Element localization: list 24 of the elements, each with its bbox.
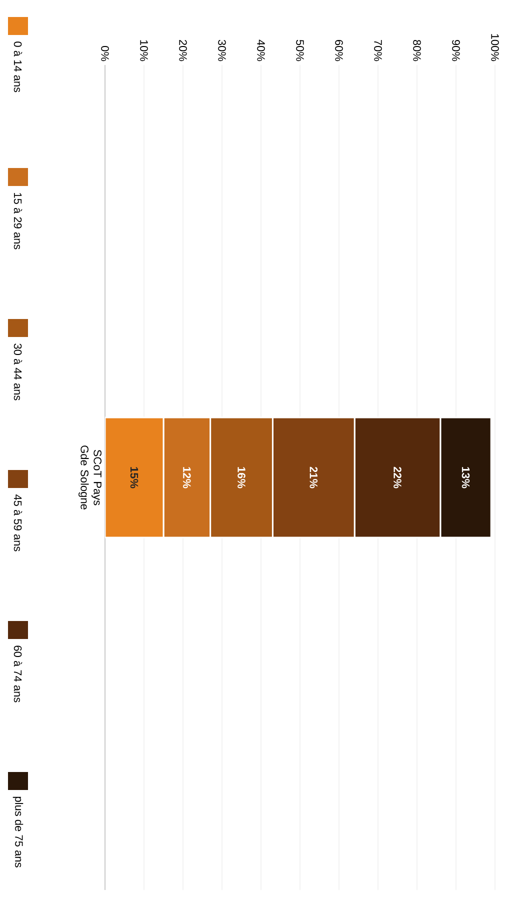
x-tick-label: 0% [101, 46, 109, 62]
x-tick-label: 70% [374, 40, 382, 62]
x-tick-label: 80% [413, 40, 421, 62]
x-tick-label: 20% [179, 40, 187, 62]
x-tick-label: 40% [257, 40, 265, 62]
data-label: 15% [130, 467, 138, 488]
y-tick-label: SCoT Pays Gde Sologne [78, 446, 102, 510]
legend-label: 45 à 59 ans [14, 494, 22, 552]
legend-label: 15 à 29 ans [14, 193, 22, 250]
legend-label: 60 à 74 ans [14, 646, 22, 702]
legend-label: 30 à 44 ans [14, 344, 22, 400]
legend-label: plus de 75 ans [12, 796, 24, 868]
data-label: 12% [183, 467, 191, 488]
data-label: 21% [310, 466, 318, 488]
x-tick-label: 90% [452, 40, 460, 62]
legend-label: 0 à 14 ans [14, 42, 22, 92]
data-label: 22% [394, 466, 402, 488]
x-tick-label: 30% [218, 40, 226, 62]
data-label: 13% [462, 467, 470, 488]
x-tick-label: 50% [296, 40, 304, 62]
x-tick-label: 60% [335, 40, 343, 62]
x-tick-label: 100% [491, 34, 499, 62]
x-tick-label: 10% [140, 40, 148, 62]
data-label: 16% [238, 467, 246, 488]
